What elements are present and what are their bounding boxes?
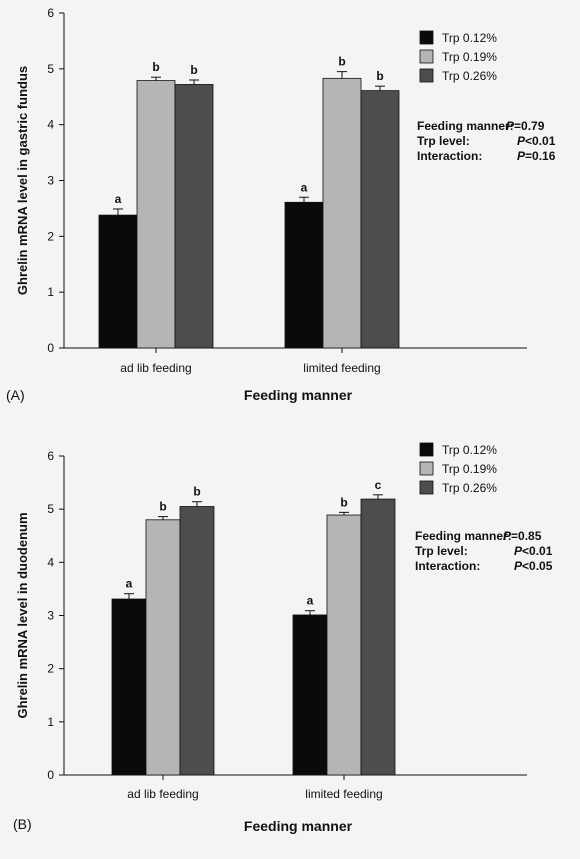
legend-label: Trp 0.26% <box>442 69 497 83</box>
legend: Trp 0.12% Trp 0.19% Trp 0.26% <box>419 442 497 495</box>
p-symbol: P <box>517 149 526 163</box>
y-tick-label: 0 <box>47 341 54 355</box>
p-symbol: P <box>514 544 523 558</box>
significance-letter: b <box>152 60 159 74</box>
significance-letter: b <box>193 485 200 499</box>
legend-swatch <box>419 49 434 64</box>
legend-label: Trp 0.19% <box>442 50 497 64</box>
p-symbol: P <box>503 529 512 543</box>
y-tick-label: 6 <box>47 6 54 20</box>
significance-letter: b <box>338 55 345 69</box>
panel-label: (A) <box>6 387 25 403</box>
bar-ad-lib-series-1 <box>111 598 147 776</box>
y-axis-title: Ghrelin mRNA level in duodenum <box>15 512 30 718</box>
stat-label: Trp level: <box>417 134 470 148</box>
stat-label: Feeding manner: <box>417 119 514 133</box>
panel-b: 0 1 2 3 4 5 6 ad lib feeding limited feeding a a b b… <box>13 442 553 834</box>
y-axis-title: Ghrelin mRNA level in gastric fundus <box>15 66 30 295</box>
bar-limited-series-2 <box>326 514 362 776</box>
p-value: <0.01 <box>525 134 556 148</box>
y-tick-label: 6 <box>47 449 54 463</box>
significance-letter: b <box>159 500 166 514</box>
x-tick-label: ad lib feeding <box>127 787 198 801</box>
stat-p-value: P=0.16 <box>517 149 556 163</box>
stat-label: Interaction: <box>417 149 482 163</box>
p-symbol: P <box>506 119 515 133</box>
bar-ad-lib-series-2 <box>145 519 181 776</box>
y-tick-label: 3 <box>47 609 54 623</box>
significance-letter: a <box>126 577 133 591</box>
legend-swatch <box>419 442 434 457</box>
y-tick-label: 4 <box>47 118 54 132</box>
y-tick-label: 1 <box>47 715 54 729</box>
x-axis-title: Feeding manner <box>244 387 353 403</box>
panel-label: (B) <box>13 816 32 832</box>
significance-letter: b <box>376 69 383 83</box>
p-value: =0.79 <box>514 119 545 133</box>
bar-limited-series-3 <box>360 90 400 349</box>
p-symbol: P <box>517 134 526 148</box>
legend-label: Trp 0.19% <box>442 462 497 476</box>
y-tick-label: 3 <box>47 174 54 188</box>
legend-swatch <box>419 480 434 495</box>
p-value: =0.16 <box>525 149 556 163</box>
p-symbol: P <box>514 559 523 573</box>
p-value: <0.01 <box>522 544 553 558</box>
y-tick-label: 4 <box>47 555 54 569</box>
stat-p-value: P<0.01 <box>514 544 553 558</box>
y-tick-label: 5 <box>47 502 54 516</box>
legend-swatch <box>419 68 434 83</box>
p-value: <0.05 <box>522 559 553 573</box>
stat-label: Feeding manner: <box>415 529 512 543</box>
y-tick-label: 0 <box>47 768 54 782</box>
legend-label: Trp 0.12% <box>442 31 497 45</box>
stat-p-value: P<0.01 <box>517 134 556 148</box>
y-tick-label: 2 <box>47 662 54 676</box>
x-tick-label: limited feeding <box>305 787 382 801</box>
stat-label: Trp level: <box>415 544 468 558</box>
stat-p-value: P=0.85 <box>503 529 542 543</box>
y-tick-label: 5 <box>47 62 54 76</box>
stat-label: Interaction: <box>415 559 480 573</box>
bar-limited-series-1 <box>284 201 324 349</box>
significance-letter: a <box>301 180 308 194</box>
x-tick-label: limited feeding <box>303 361 380 375</box>
legend-label: Trp 0.26% <box>442 481 497 495</box>
y-tick-label: 1 <box>47 285 54 299</box>
significance-letter: a <box>115 192 122 206</box>
legend: Trp 0.12% Trp 0.19% Trp 0.26% <box>419 30 497 83</box>
x-axis-title: Feeding manner <box>244 818 353 834</box>
significance-letter: b <box>190 63 197 77</box>
legend-label: Trp 0.12% <box>442 443 497 457</box>
bar-limited-series-3 <box>360 498 396 776</box>
p-value: =0.85 <box>511 529 542 543</box>
significance-letter: c <box>375 478 382 492</box>
bar-ad-lib-series-2 <box>136 80 176 349</box>
significance-letter: a <box>307 594 314 608</box>
stat-p-value: P=0.79 <box>506 119 545 133</box>
stat-p-value: P<0.05 <box>514 559 553 573</box>
bar-ad-lib-series-1 <box>98 214 138 349</box>
y-tick-label: 2 <box>47 229 54 243</box>
bar-limited-series-1 <box>292 614 328 776</box>
significance-letter: b <box>340 495 347 509</box>
x-tick-label: ad lib feeding <box>120 361 191 375</box>
legend-swatch <box>419 461 434 476</box>
bar-ad-lib-series-3 <box>179 506 215 776</box>
bar-ad-lib-series-3 <box>174 84 214 349</box>
panel-a: 0 1 2 3 4 5 6 ad lib feeding limited feeding a a b b… <box>6 6 556 403</box>
legend-swatch <box>419 30 434 45</box>
bar-limited-series-2 <box>322 77 362 349</box>
